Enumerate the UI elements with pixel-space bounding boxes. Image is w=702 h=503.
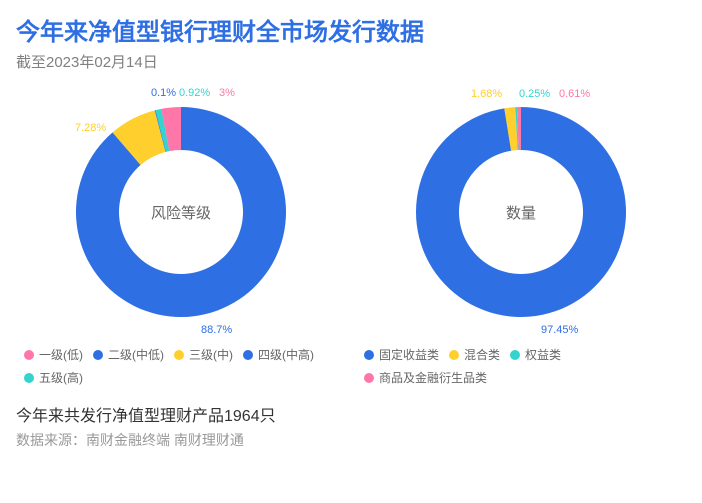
legend-dot (174, 350, 184, 360)
legend-item: 混合类 (449, 346, 500, 363)
legend-risk: 一级(低) 二级(中低) 三级(中) 四级(中高) 五级(高) (16, 346, 346, 392)
charts-row: 风险等级 88.7%7.28%0.1%0.92%3% 一级(低) 二级(中低) 三级… (16, 82, 686, 392)
legend-label: 一级(低) (39, 346, 83, 363)
donut-chart-quantity: 数量 97.45%1.68%0.25%0.61% (391, 82, 651, 342)
legend-label: 五级(高) (39, 369, 83, 386)
legend-item: 五级(高) (24, 369, 83, 386)
legend-item: 一级(低) (24, 346, 83, 363)
donut-chart-risk: 风险等级 88.7%7.28%0.1%0.92%3% (51, 82, 311, 342)
page-title: 今年来净值型银行理财全市场发行数据 (16, 12, 686, 47)
legend-dot (364, 350, 374, 360)
legend-item: 四级(中高) (243, 346, 314, 363)
legend-item: 商品及金融衍生品类 (364, 369, 487, 386)
legend-label: 混合类 (464, 346, 500, 363)
footer-summary: 今年来共发行净值型理财产品1964只 (16, 402, 686, 426)
legend-label: 四级(中高) (258, 346, 314, 363)
legend-dot (364, 373, 374, 383)
page-subtitle: 截至2023年02月14日 (16, 51, 686, 72)
data-source: 数据来源：南财金融终端 南财理财通 (16, 430, 686, 450)
legend-dot (24, 373, 34, 383)
legend-item: 二级(中低) (93, 346, 164, 363)
legend-label: 商品及金融衍生品类 (379, 369, 487, 386)
legend-quantity: 固定收益类 混合类 权益类商品及金融衍生品类 (356, 346, 686, 392)
legend-dot (243, 350, 253, 360)
legend-label: 固定收益类 (379, 346, 439, 363)
legend-label: 三级(中) (189, 346, 233, 363)
chart-col-risk: 风险等级 88.7%7.28%0.1%0.92%3% 一级(低) 二级(中低) 三级… (16, 82, 346, 392)
legend-item: 三级(中) (174, 346, 233, 363)
legend-dot (510, 350, 520, 360)
legend-label: 权益类 (525, 346, 561, 363)
legend-item: 权益类 (510, 346, 561, 363)
legend-dot (449, 350, 459, 360)
legend-label: 二级(中低) (108, 346, 164, 363)
legend-dot (93, 350, 103, 360)
legend-item: 固定收益类 (364, 346, 439, 363)
legend-dot (24, 350, 34, 360)
chart-col-quantity: 数量 97.45%1.68%0.25%0.61% 固定收益类 混合类 权益类商品及金… (356, 82, 686, 392)
